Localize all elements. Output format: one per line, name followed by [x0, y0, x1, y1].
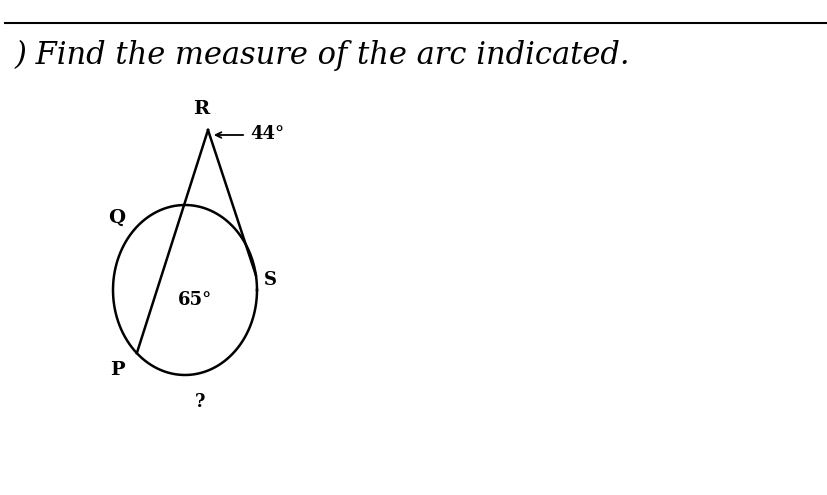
- Text: S: S: [264, 271, 276, 289]
- Text: 44°: 44°: [250, 125, 284, 143]
- Text: R: R: [193, 100, 208, 118]
- Text: Q: Q: [108, 209, 126, 227]
- Text: 65°: 65°: [178, 291, 212, 309]
- Text: P: P: [110, 361, 125, 379]
- Text: ) Find the measure of the arc indicated.: ) Find the measure of the arc indicated.: [15, 40, 630, 71]
- Text: ?: ?: [194, 393, 205, 411]
